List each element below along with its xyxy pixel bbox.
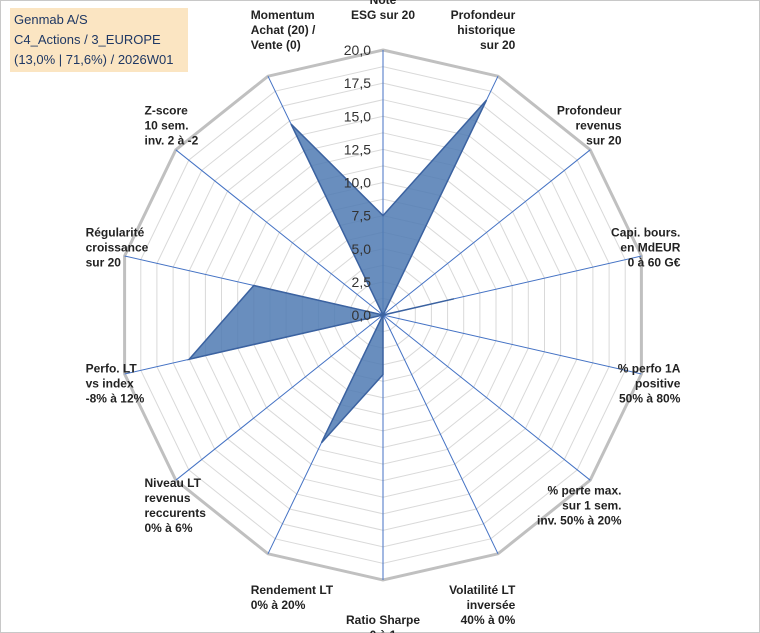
axis-labels: Note ESG sur 20 Profondeur historique sur 20… xyxy=(86,0,681,633)
tick-label: 0,0 xyxy=(352,307,372,323)
axis-label-line: -8% à 12% xyxy=(86,391,145,405)
category-label: C4_Actions / 3_EUROPE xyxy=(14,32,161,47)
axis-label: Profondeur revenus sur 20 xyxy=(557,103,622,147)
axis-label-line: Capi. bours. xyxy=(611,226,680,240)
axis-label-line: vs index xyxy=(86,376,134,390)
axis-label-line: Note xyxy=(370,0,397,7)
axis-label-line: Momentum xyxy=(251,8,315,22)
axis-label-line: Z-score xyxy=(145,103,189,117)
axis-spoke xyxy=(175,314,384,481)
axis-spoke xyxy=(382,314,591,481)
axis-label-line: 50% à 80% xyxy=(619,391,681,405)
axis-label-line: % perfo 1A xyxy=(618,361,681,375)
axis-label: Ratio Sharpe0 à 1 xyxy=(346,613,420,633)
axis-label-line: 0% à 20% xyxy=(251,598,306,612)
axis-label: % perte max. sur 1 sem. inv. 50% à 20% xyxy=(537,484,622,528)
tick-labels: 0,0 2,5 5,0 7,5 10,0 12,5 15,0 17,5 20,0 xyxy=(344,42,371,323)
stats-label: (13,0% | 71,6%) / 2026W01 xyxy=(14,52,174,67)
company-name: Genmab A/S xyxy=(14,12,88,27)
axis-label-line: Rendement LT xyxy=(251,583,334,597)
axis-label-line: 10 sem. xyxy=(145,118,189,132)
axis-label-line: sur 20 xyxy=(86,256,122,270)
axis-label-line: inv. 50% à 20% xyxy=(537,514,622,528)
axis-label: Niveau LT revenus reccurents 0% à 6% xyxy=(145,476,207,535)
axis-spoke xyxy=(382,314,499,555)
axis-label-line: 40% à 0% xyxy=(461,613,516,627)
tick-label: 17,5 xyxy=(344,75,371,91)
axis-label-line: inv. 2 à -2 xyxy=(145,133,199,147)
tick-label: 5,0 xyxy=(352,241,372,257)
axis-label-line: Perfo. LT xyxy=(86,361,138,375)
tick-label: 7,5 xyxy=(352,208,372,224)
axis-label-line: 0 à 1 xyxy=(370,628,397,633)
axis-label-line: Ratio Sharpe xyxy=(346,613,420,627)
axis-label-line: Régularité xyxy=(86,226,145,240)
axis-spoke xyxy=(382,314,642,375)
tick-label: 10,0 xyxy=(344,175,371,191)
axis-label-line: sur 1 sem. xyxy=(562,499,621,513)
tick-label: 20,0 xyxy=(344,42,371,58)
series-layer xyxy=(187,99,488,444)
axis-label-line: ESG sur 20 xyxy=(351,8,415,22)
axis-label: Capi. bours. en MdEUR 0 à 60 G€ xyxy=(611,226,681,270)
axis-label: Z-score 10 sem. inv. 2 à -2 xyxy=(145,103,199,147)
axis-label-line: Vente (0) xyxy=(251,38,301,52)
axis-label-line: Niveau LT xyxy=(145,476,202,490)
axis-label: Profondeur historique sur 20 xyxy=(451,8,516,52)
axis-label-line: historique xyxy=(457,23,515,37)
axis-spoke xyxy=(175,149,384,316)
tick-label: 2,5 xyxy=(352,274,372,290)
axis-label-line: Achat (20) / xyxy=(251,23,316,37)
axis-label-line: croissance xyxy=(86,241,149,255)
axis-label-line: inversée xyxy=(467,598,516,612)
axis-label-line: Volatilité LT xyxy=(449,583,516,597)
axis-label-line: Profondeur xyxy=(451,8,516,22)
axis-label-line: revenus xyxy=(575,118,621,132)
axis-label-line: 0 à 60 G€ xyxy=(628,256,681,270)
tick-label: 15,0 xyxy=(344,108,371,124)
axis-label-line: sur 20 xyxy=(480,38,516,52)
axis-label-line: reccurents xyxy=(145,506,207,520)
axis-label: Perfo. LT vs index -8% à 12% xyxy=(86,361,145,405)
axis-label-line: % perte max. xyxy=(547,484,621,498)
series-area xyxy=(187,99,488,444)
axis-label-line: sur 20 xyxy=(586,133,622,147)
axis-label-line: en MdEUR xyxy=(620,241,680,255)
axis-label: Rendement LT 0% à 20% xyxy=(251,583,334,612)
axis-spoke xyxy=(382,149,591,316)
info-box: Genmab A/S C4_Actions / 3_EUROPE (13,0% … xyxy=(10,8,188,72)
axis-label-line: revenus xyxy=(145,491,191,505)
axis-label-line: 0% à 6% xyxy=(145,521,193,535)
axis-label: Régularité croissance sur 20 xyxy=(86,226,149,270)
axis-label: % perfo 1A positive 50% à 80% xyxy=(618,361,681,405)
axis-label-line: positive xyxy=(635,376,681,390)
axis-label: Note ESG sur 20 xyxy=(351,0,415,22)
tick-label: 12,5 xyxy=(344,141,371,157)
axis-label: Volatilité LT inversée 40% à 0% xyxy=(449,583,516,627)
axis-label-line: Profondeur xyxy=(557,103,622,117)
axis-label: Momentum Achat (20) / Vente (0) xyxy=(251,8,316,52)
